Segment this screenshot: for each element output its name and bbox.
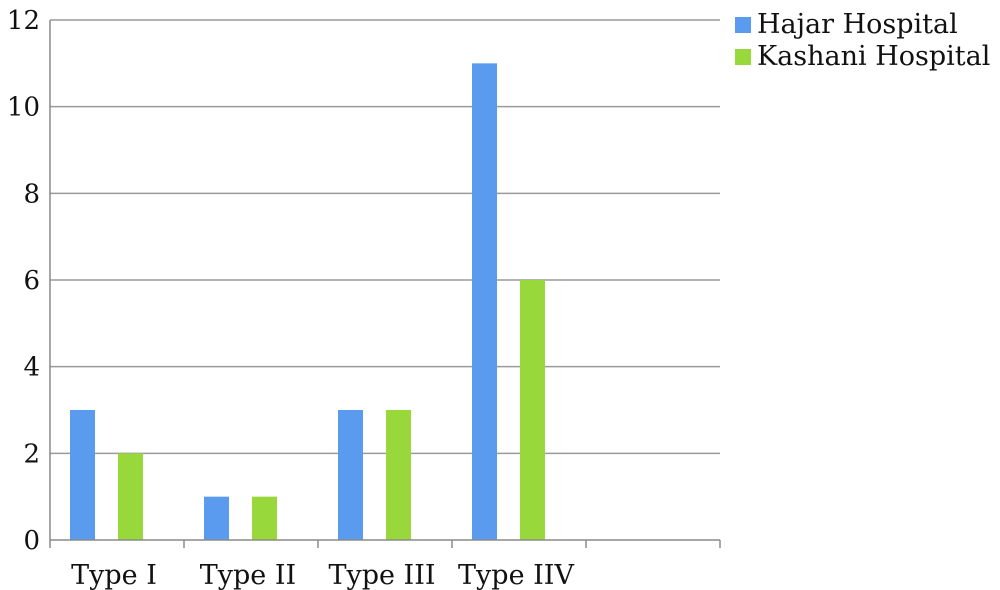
x-axis-labels: Type I Type II Type III Type IIV [71,560,574,590]
x-tick-label: Type I [71,560,157,590]
legend-swatch [735,49,751,65]
x-tick-label: Type III [328,560,435,590]
bar [118,453,143,540]
gridlines [50,19,720,455]
legend-label: Kashani Hospital [757,41,990,72]
y-tick-label: 2 [23,439,40,469]
bars [70,63,545,540]
bar [472,63,497,540]
bar [338,410,363,540]
bar [520,280,545,540]
y-tick-label: 0 [23,526,40,556]
legend-swatch [735,17,751,33]
y-tick-label: 12 [7,6,40,36]
bar [70,410,95,540]
bar [204,496,229,540]
y-axis-ticks: 0 2 4 6 8 10 12 [7,6,40,556]
bar [252,496,277,540]
y-tick-label: 6 [23,266,40,296]
y-tick-label: 8 [23,179,40,209]
y-tick-label: 4 [23,353,40,383]
bar [386,410,411,540]
x-tick-label: Type II [200,560,296,590]
axes [49,20,721,548]
y-tick-label: 10 [7,93,40,123]
x-tick-label: Type IIV [458,560,574,590]
legend-label: Hajar Hospital [757,9,958,40]
